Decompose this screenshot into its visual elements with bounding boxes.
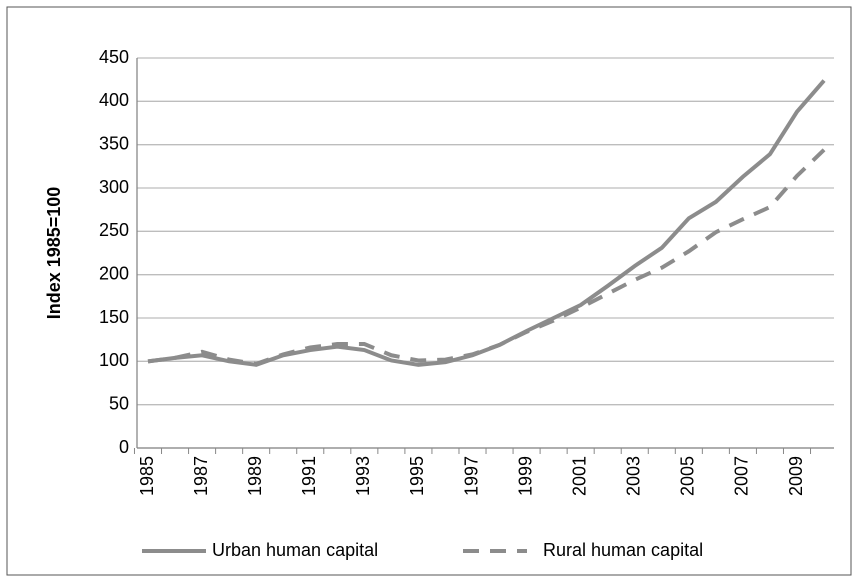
x-tick-label: 1991 bbox=[299, 456, 319, 496]
x-tick-label: 1985 bbox=[137, 456, 157, 496]
y-tick-label: 400 bbox=[99, 90, 129, 110]
y-axis-title: Index 1985=100 bbox=[44, 187, 64, 320]
y-tick-label: 250 bbox=[99, 220, 129, 240]
x-tick-label: 1987 bbox=[191, 456, 211, 496]
x-tick-label: 1993 bbox=[353, 456, 373, 496]
x-tick-label: 1995 bbox=[407, 456, 427, 496]
y-tick-label: 100 bbox=[99, 350, 129, 370]
y-tick-label: 300 bbox=[99, 177, 129, 197]
x-tick-label: 2007 bbox=[732, 456, 752, 496]
y-tick-label: 50 bbox=[109, 393, 129, 413]
series-line bbox=[147, 148, 826, 366]
y-tick-label: 150 bbox=[99, 307, 129, 327]
x-tick-label: 1989 bbox=[245, 456, 265, 496]
y-tick-label: 0 bbox=[119, 437, 129, 457]
x-tick-label: 1997 bbox=[461, 456, 481, 496]
legend-label: Rural human capital bbox=[543, 540, 703, 560]
x-tick-label: 2001 bbox=[569, 456, 589, 496]
x-tick-label: 2005 bbox=[678, 456, 698, 496]
x-tick-label: 2003 bbox=[624, 456, 644, 496]
y-tick-label: 350 bbox=[99, 133, 129, 153]
chart-frame bbox=[6, 6, 852, 576]
x-tick-label: 2009 bbox=[786, 456, 806, 496]
y-tick-label: 200 bbox=[99, 263, 129, 283]
y-tick-label: 450 bbox=[99, 47, 129, 67]
x-tick-label: 1999 bbox=[515, 456, 535, 496]
legend-label: Urban human capital bbox=[212, 540, 378, 560]
